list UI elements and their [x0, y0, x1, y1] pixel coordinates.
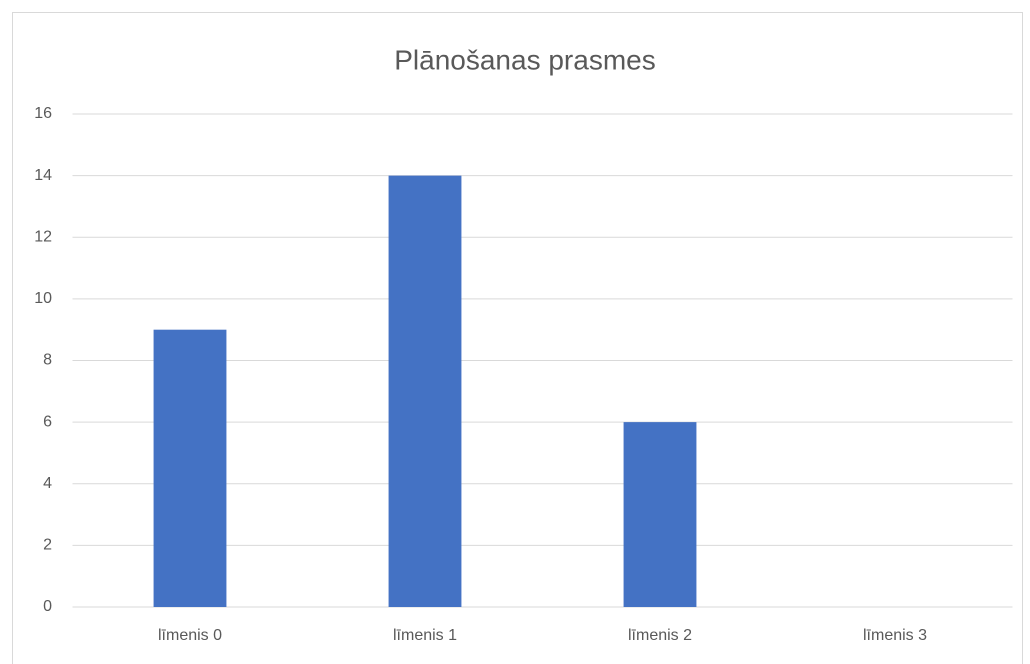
y-tick-label: 12: [34, 228, 52, 245]
y-tick-label: 10: [34, 290, 52, 307]
x-tick-label: līmenis 2: [628, 627, 692, 644]
x-tick-label: līmenis 3: [863, 627, 927, 644]
y-tick-label: 16: [34, 105, 52, 122]
bar: [623, 422, 697, 607]
x-tick-label: līmenis 1: [393, 627, 457, 644]
y-tick-label: 8: [43, 352, 52, 369]
y-tick-label: 6: [43, 413, 52, 430]
y-tick-label: 14: [34, 167, 52, 184]
y-tick-label: 4: [43, 475, 52, 492]
bar: [153, 329, 227, 607]
bar: [388, 175, 462, 607]
x-tick-label: līmenis 0: [158, 627, 222, 644]
y-tick-label: 0: [43, 598, 52, 615]
chart-title: Plānošanas prasmes: [394, 44, 655, 75]
y-tick-label: 2: [43, 537, 52, 554]
